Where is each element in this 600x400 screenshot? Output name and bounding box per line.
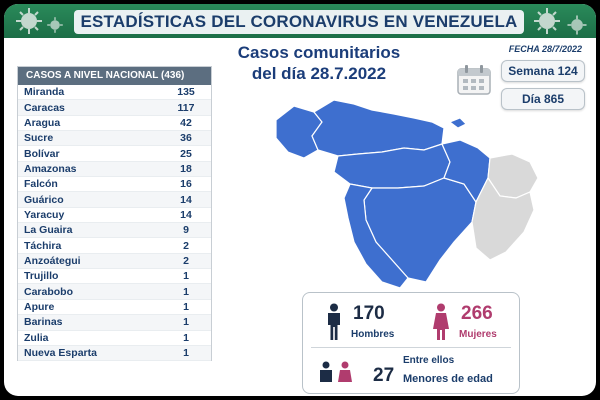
table-body: Miranda 135 Caracas 117 Aragua 42 Sucre 36 Bolív… [18, 85, 211, 362]
venezuela-map [275, 99, 539, 289]
table-row: Anzoátegui 2 [18, 253, 211, 270]
subtitle-line-1: Casos comunitarios [237, 43, 401, 62]
virus-icon [567, 15, 587, 35]
subtitle: Casos comunitarios del día 28.7.2022 [204, 42, 434, 84]
table-row: Yaracuy 14 [18, 208, 211, 224]
state-name: Zulia [24, 331, 49, 344]
minors-label: Menores de edad [403, 373, 493, 385]
woman-icon [433, 303, 449, 340]
state-name: Caracas [24, 101, 65, 114]
state-cases: 1 [183, 300, 189, 313]
map-island [448, 117, 467, 129]
state-cases: 14 [180, 208, 192, 221]
state-cases: 1 [183, 316, 189, 329]
state-cases: 16 [180, 178, 192, 191]
state-cases: 135 [177, 86, 195, 99]
table-header: CASOS A NIVEL NACIONAL (436) [18, 67, 211, 85]
virus-icon [534, 8, 560, 34]
table-row: Zulia 1 [18, 331, 211, 346]
state-cases: 25 [180, 147, 192, 160]
state-cases: 1 [183, 331, 189, 344]
state-cases: 9 [183, 224, 189, 237]
table-row: Táchira 2 [18, 238, 211, 254]
children-icon [320, 361, 352, 382]
infographic-card: ESTADÍSTICAS DEL CORONAVIRUS EN VENEZUEL… [4, 4, 596, 396]
demographics-panel: 170 Hombres 266 Mujeres Entre ellos 27 M… [302, 292, 520, 394]
men-label: Hombres [351, 329, 395, 340]
state-name: Barinas [24, 316, 63, 329]
table-row: Carabobo 1 [18, 284, 211, 300]
table-row: Nueva Esparta 1 [18, 345, 211, 362]
state-cases: 1 [183, 347, 189, 360]
state-name: Apure [24, 300, 55, 313]
virus-icon [47, 17, 63, 33]
state-name: Miranda [24, 86, 65, 99]
table-row: Falcón 16 [18, 177, 211, 193]
state-name: Táchira [24, 239, 62, 252]
table-row: Amazonas 18 [18, 161, 211, 178]
state-name: La Guaira [24, 224, 73, 237]
state-cases: 36 [180, 132, 192, 145]
week-badge: Semana 124 [501, 60, 585, 82]
state-name: Carabobo [24, 285, 74, 298]
stats-divider [311, 347, 511, 348]
state-cases: 18 [180, 162, 192, 175]
map-region-amazonas [343, 183, 409, 289]
state-name: Yaracuy [24, 208, 65, 221]
state-name: Anzoátegui [24, 254, 81, 267]
table-row: Miranda 135 [18, 85, 211, 101]
state-cases: 42 [180, 116, 192, 129]
day-badge: Día 865 [501, 88, 585, 110]
table-row: Trujillo 1 [18, 269, 211, 285]
state-cases: 14 [180, 193, 192, 206]
table-row: Bolívar 25 [18, 146, 211, 162]
state-cases: 1 [183, 270, 189, 283]
table-row: Barinas 1 [18, 315, 211, 331]
state-name: Guárico [24, 193, 64, 206]
minors-prefix: Entre ellos [403, 355, 455, 366]
state-name: Aragua [24, 116, 61, 129]
women-count: 266 [461, 303, 493, 324]
subtitle-line-2: del día 28.7.2022 [251, 64, 387, 83]
table-row: Caracas 117 [18, 100, 211, 116]
table-row: Aragua 42 [18, 116, 211, 132]
table-row: Sucre 36 [18, 131, 211, 147]
women-label: Mujeres [459, 329, 497, 340]
state-name: Trujillo [24, 270, 59, 283]
map-region-guayana-east [471, 176, 535, 261]
calendar-icon [457, 65, 491, 95]
table-row: La Guaira 9 [18, 223, 211, 239]
cases-table: CASOS A NIVEL NACIONAL (436) Miranda 135 C… [17, 66, 212, 362]
state-cases: 2 [183, 239, 189, 252]
state-name: Sucre [24, 132, 54, 145]
state-name: Bolívar [24, 147, 60, 160]
minors-count: 27 [373, 365, 395, 386]
state-cases: 1 [183, 285, 189, 298]
men-count: 170 [353, 303, 385, 324]
state-name: Amazonas [24, 162, 77, 175]
state-name: Falcón [24, 178, 58, 191]
state-cases: 2 [183, 254, 189, 267]
state-name: Nueva Esparta [24, 347, 97, 360]
table-row: Guárico 14 [18, 192, 211, 208]
page-title: ESTADÍSTICAS DEL CORONAVIRUS EN VENEZUEL… [74, 10, 524, 34]
header-banner: ESTADÍSTICAS DEL CORONAVIRUS EN VENEZUEL… [4, 4, 596, 38]
table-row: Apure 1 [18, 300, 211, 316]
virus-icon [16, 8, 42, 34]
date-label: FECHA 28/7/2022 [508, 44, 582, 54]
state-cases: 117 [177, 101, 195, 114]
map-region-north [311, 99, 445, 157]
man-icon [328, 303, 340, 340]
